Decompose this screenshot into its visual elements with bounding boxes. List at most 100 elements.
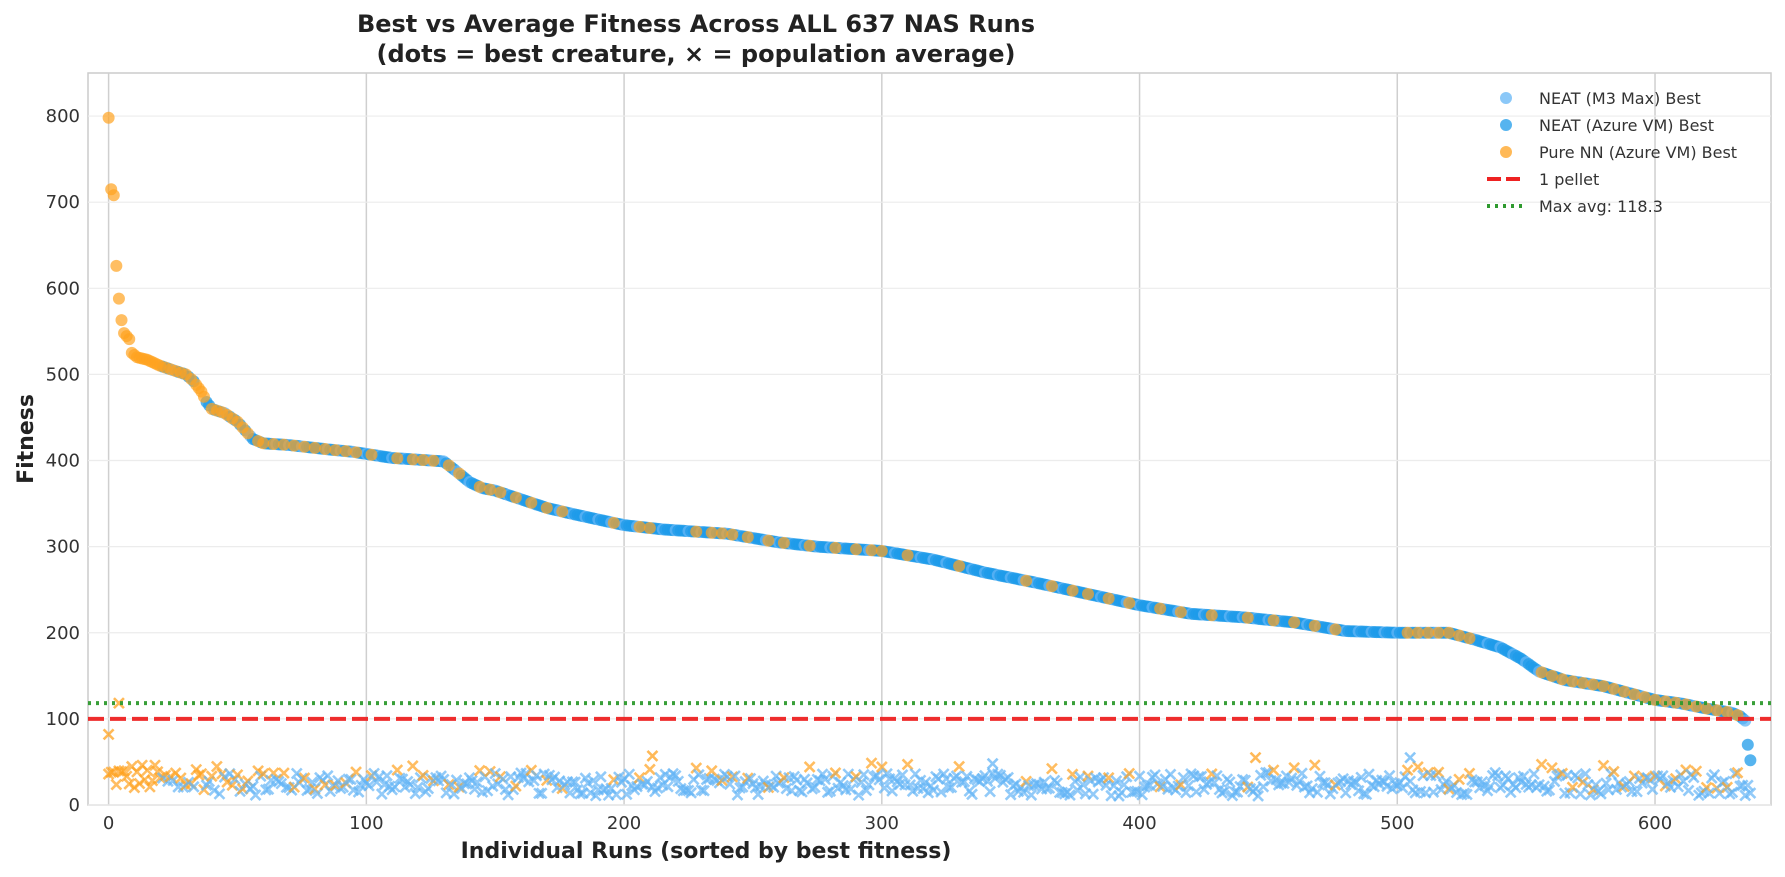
average-marker [535,787,548,800]
average-marker [1102,771,1115,784]
average-marker [1427,786,1440,798]
best-marker [1545,669,1558,682]
best-marker [319,443,332,456]
average-marker [566,776,579,788]
average-marker [728,770,741,782]
average-marker [295,772,308,785]
average-marker [705,764,718,777]
average-marker [205,770,218,783]
average-marker [698,784,710,797]
best-marker [110,259,123,272]
best-marker [1329,623,1342,636]
best-marker [762,534,775,547]
average-marker [1064,789,1076,801]
average-marker [1600,777,1612,790]
average-marker [1607,765,1620,778]
average-marker [450,774,463,786]
average-marker [1347,775,1360,788]
average-marker [113,697,125,710]
average-marker [1267,764,1280,777]
best-marker [705,526,718,539]
average-marker [610,788,623,801]
legend-label: Max avg: 118.3 [1539,197,1663,216]
average-marker [391,764,404,776]
best-marker [901,549,914,562]
average-markers [102,697,1757,802]
average-marker [141,764,154,777]
average-marker [945,781,958,794]
average-marker [852,789,865,802]
x-tick-label: 200 [607,813,641,834]
best-marker [365,448,378,461]
average-marker [723,778,736,791]
best-marker [716,527,729,540]
average-marker [146,774,159,787]
plot-area [87,72,1772,806]
average-marker [1401,764,1414,777]
average-marker [646,749,659,762]
best-marker [1587,678,1600,691]
best-marker [1082,588,1095,601]
best-marker [726,528,739,541]
y-tick-label: 300 [46,537,80,558]
average-marker [1432,766,1445,779]
average-marker [803,761,816,773]
average-marker [533,787,545,800]
average-marker [896,768,909,781]
legend: NEAT (M3 Max) Best NEAT (Azure VM) Best Pu… [1487,89,1737,216]
best-marker [1241,611,1254,624]
best-marker [1432,626,1445,639]
legend-marker [1500,119,1512,131]
average-marker [1594,787,1607,800]
average-marker [1308,759,1321,772]
average-marker [633,771,646,784]
average-marker [620,788,633,801]
average-marker [1025,789,1038,801]
y-tick-label: 200 [46,623,80,644]
average-marker [1252,789,1265,802]
best-marker [1535,666,1548,679]
best-marker [123,333,136,346]
average-marker [249,789,262,802]
best-marker [1174,606,1187,619]
best-marker [277,438,290,451]
y-tick-label: 700 [46,192,80,213]
average-marker [1154,780,1167,793]
average-marker [1589,778,1602,791]
best-marker [1020,574,1033,587]
average-marker [1484,780,1496,793]
best-marker [643,521,656,534]
average-marker [863,778,875,791]
best-marker [1267,614,1280,627]
average-marker [277,767,290,779]
best-marker [1154,602,1167,615]
average-marker [1076,778,1089,791]
average-marker [796,785,808,798]
best-marker [391,452,404,465]
average-marker [661,780,674,793]
best-marker [850,543,863,556]
best-marker [1618,685,1631,698]
average-marker [855,776,868,789]
x-tick-label: 300 [865,813,899,834]
best-marker [1411,626,1424,639]
average-marker [1249,751,1262,764]
legend-label: Pure NN (Azure VM) Best [1539,143,1737,162]
average-marker [1543,784,1556,796]
average-marker [406,759,419,772]
average-marker [1285,772,1298,785]
average-marker [1133,770,1146,783]
best-marker [288,439,301,452]
average-marker [1383,769,1396,782]
average-marker [231,768,244,781]
chart-subtitle: (dots = best creature, × = population av… [377,40,1016,68]
average-marker [143,780,156,793]
best-marker [540,501,553,514]
best-marker [1205,609,1218,622]
average-marker [321,769,334,782]
average-marker [422,782,435,795]
best-marker [241,427,254,440]
average-marker [1687,771,1700,784]
best-marker [633,520,646,533]
